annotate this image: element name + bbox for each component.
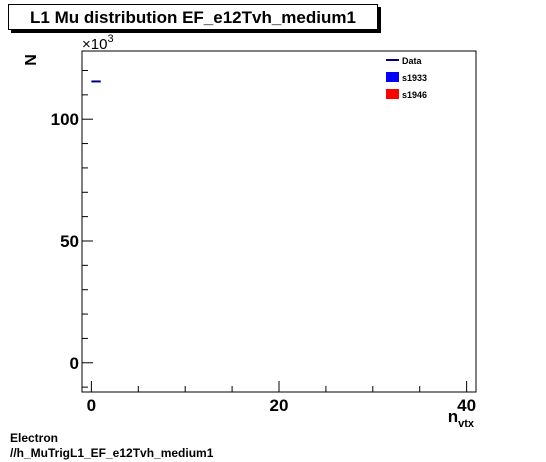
y-axis-multiplier: ×103 [82,33,114,53]
plot-area-border [81,50,477,393]
x-axis-label-main: n [448,407,458,426]
legend-s1946-label: s1946 [402,90,427,100]
y-axis-multiplier-exponent: 3 [107,33,113,45]
x-tick-label: 0 [87,396,96,415]
legend-s1933-swatch [386,72,399,82]
chart-title: L1 Mu distribution EF_e12Tvh_medium1 [8,4,378,30]
y-tick-label: 100 [51,110,79,129]
legend-s1933-label: s1933 [402,73,427,83]
axis-ticks [82,69,468,392]
x-axis-label: nvtx [448,407,475,430]
axis-labels: 0 20 40 0 50 100 nvtx N ×103 [23,33,476,430]
footer-line-2: //h_MuTrigL1_EF_e12Tvh_medium1 [10,446,214,460]
legend: Data s1933 s1946 [386,56,427,100]
y-tick-label: 50 [60,232,79,251]
footer-line-1: Electron [10,431,59,445]
y-tick-label: 0 [70,354,79,373]
x-axis-label-subscript: vtx [458,418,475,430]
y-axis-multiplier-base: ×10 [82,36,107,53]
x-tick-label: 20 [270,396,289,415]
plot-frame [81,50,477,393]
x-tick-label: 40 [457,396,476,415]
y-axis-label: N [23,54,40,66]
legend-s1946-swatch [386,89,399,99]
legend-data-label: Data [402,56,423,66]
